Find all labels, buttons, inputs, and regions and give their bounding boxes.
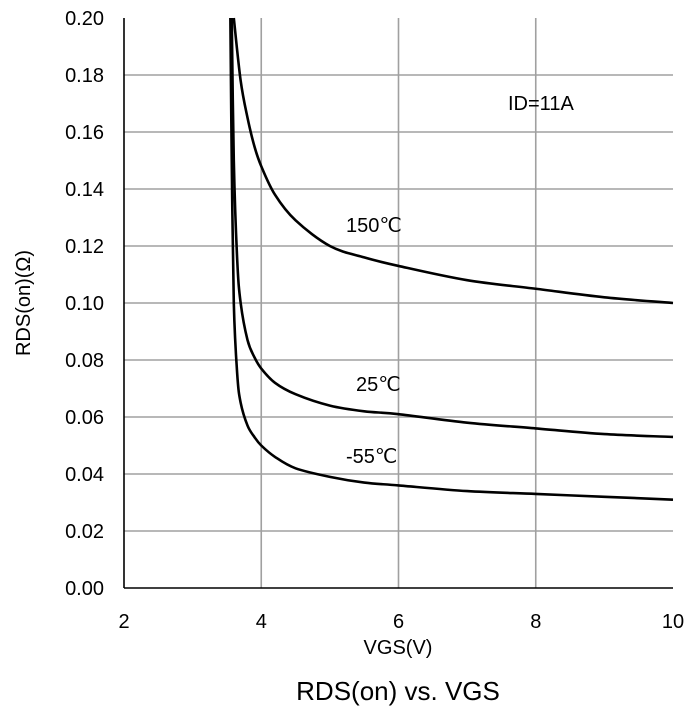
x-axis-label: VGS(V) xyxy=(364,637,433,659)
y-tick-label: 0.06 xyxy=(65,407,104,429)
series-label-25c: 25℃ xyxy=(356,374,401,396)
series-label-neg55c: -55℃ xyxy=(346,446,397,468)
y-tick-label: 0.02 xyxy=(65,521,104,543)
y-tick-label: 0.16 xyxy=(65,122,104,144)
x-tick-label: 4 xyxy=(256,611,267,633)
curve-25c xyxy=(230,17,674,439)
plot-frame xyxy=(123,18,673,589)
x-tick-label: 8 xyxy=(530,611,541,633)
condition-annotation: ID=11A xyxy=(508,93,574,115)
y-tick-label: 0.18 xyxy=(65,65,104,87)
y-tick-label: 0.00 xyxy=(65,578,104,600)
y-tick-label: 0.12 xyxy=(65,236,104,258)
y-tick-label: 0.14 xyxy=(65,179,104,201)
series-curves xyxy=(229,17,674,501)
y-tick-label: 0.08 xyxy=(65,350,104,372)
y-tick-label: 0.10 xyxy=(65,293,104,315)
y-tick-label: 0.20 xyxy=(65,8,104,30)
x-tick-label: 10 xyxy=(662,611,684,633)
x-tick-label: 6 xyxy=(393,611,404,633)
x-tick-labels: 2 4 6 8 10 xyxy=(118,611,684,633)
curve-150c xyxy=(232,17,674,305)
chart-title: RDS(on) vs. VGS xyxy=(296,676,500,706)
y-axis-label: RDS(on)(Ω) xyxy=(13,250,35,356)
series-label-150c: 150℃ xyxy=(346,215,402,237)
curve-neg55c xyxy=(229,17,674,501)
y-tick-labels: 0.00 0.02 0.04 0.06 0.08 0.10 0.12 0.14 0.16 0.18… xyxy=(65,8,104,600)
grid-lines xyxy=(124,18,673,588)
x-tick-label: 2 xyxy=(118,611,129,633)
y-tick-label: 0.04 xyxy=(65,464,104,486)
